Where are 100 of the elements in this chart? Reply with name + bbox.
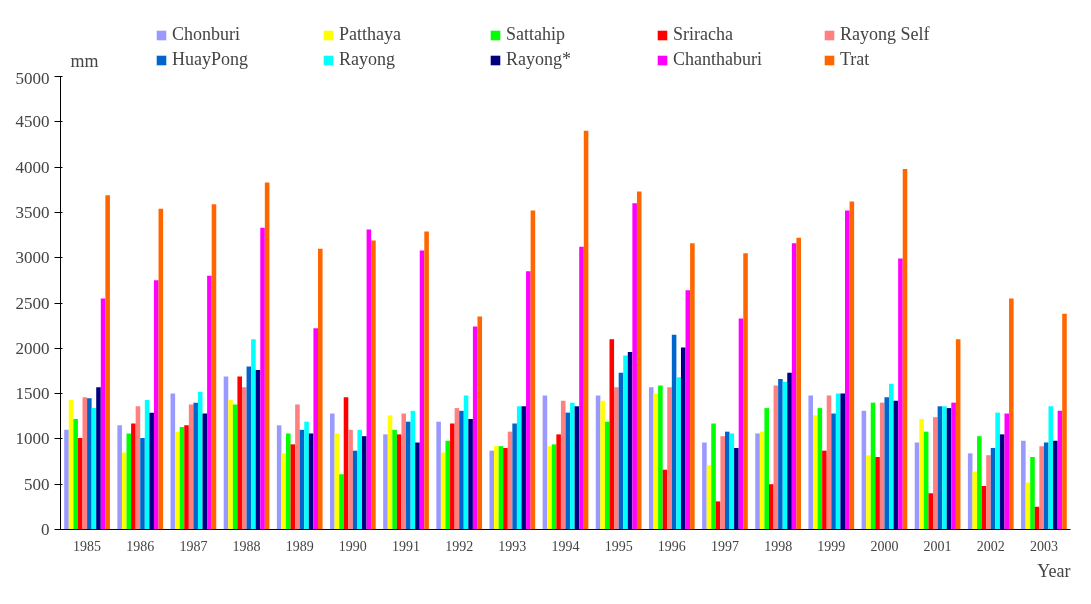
bar xyxy=(1030,457,1035,530)
y-tick-label: 5000 xyxy=(15,68,50,88)
bar xyxy=(636,191,642,530)
bar xyxy=(73,418,78,530)
bar xyxy=(813,415,818,530)
y-tick-label: 500 xyxy=(24,474,50,494)
bar xyxy=(680,347,686,530)
bar xyxy=(928,493,934,530)
x-tick-label: 1992 xyxy=(445,538,474,554)
bar xyxy=(207,275,212,530)
bar xyxy=(392,429,397,530)
y-tick-label: 4000 xyxy=(15,157,50,177)
bar xyxy=(318,248,323,530)
bar xyxy=(951,402,956,530)
bar xyxy=(972,471,978,530)
bar xyxy=(197,391,203,530)
bar xyxy=(632,203,637,530)
bar xyxy=(720,436,725,530)
bar xyxy=(295,404,300,530)
x-tick-label: 2001 xyxy=(923,538,952,554)
bar xyxy=(260,227,265,530)
bar xyxy=(1004,413,1010,530)
bar xyxy=(362,436,367,530)
bar xyxy=(383,434,388,530)
bar xyxy=(77,437,83,530)
x-tick-label: 1996 xyxy=(657,538,686,554)
y-tick-label: 1500 xyxy=(15,384,50,404)
x-tick-label: 2003 xyxy=(1029,538,1058,554)
bar xyxy=(995,412,1000,530)
bar xyxy=(658,385,663,530)
bar xyxy=(330,413,335,530)
legend-label: Chonburi xyxy=(172,24,241,45)
x-tick-label: 1985 xyxy=(73,538,102,554)
bar xyxy=(450,423,455,530)
y-tick-label: 3500 xyxy=(15,202,50,222)
x-tick-label: 1990 xyxy=(338,538,367,554)
bar xyxy=(149,412,154,530)
x-tick-label: 1988 xyxy=(232,538,261,554)
bar xyxy=(898,258,903,530)
bar xyxy=(406,421,411,530)
bar xyxy=(831,413,836,530)
bar xyxy=(526,271,531,530)
bar xyxy=(1053,440,1058,530)
bar xyxy=(503,447,508,530)
bar xyxy=(313,328,318,530)
bar xyxy=(764,408,769,530)
bar xyxy=(623,355,628,530)
bar xyxy=(614,387,619,530)
bar xyxy=(193,402,198,530)
bar xyxy=(676,377,681,530)
bar xyxy=(977,436,982,530)
bar xyxy=(1039,446,1044,530)
bar xyxy=(933,417,938,530)
x-tick-label: 1999 xyxy=(817,538,846,554)
y-tick-label: 2500 xyxy=(15,293,50,313)
legend-label: HuayPong xyxy=(172,49,249,70)
bar xyxy=(579,246,584,530)
bar xyxy=(348,429,353,530)
legend-label: Patthaya xyxy=(339,24,402,45)
bar xyxy=(153,280,159,530)
bar xyxy=(600,400,605,530)
bar xyxy=(919,418,924,530)
bar xyxy=(1009,298,1014,530)
bar xyxy=(459,410,464,530)
bar xyxy=(768,484,774,530)
bar xyxy=(512,423,517,530)
bar xyxy=(734,447,739,530)
bar xyxy=(711,423,716,530)
bar xyxy=(96,387,101,530)
bar xyxy=(755,433,760,530)
bar xyxy=(371,240,376,530)
bar xyxy=(942,406,947,530)
legend-label: Sriracha xyxy=(673,24,734,45)
y-tick-label: 4500 xyxy=(15,112,50,132)
bar xyxy=(556,434,561,530)
bar xyxy=(570,402,575,530)
x-tick-label: 2002 xyxy=(976,538,1005,554)
bar xyxy=(866,455,871,530)
bar xyxy=(604,421,610,530)
x-tick-label: 1995 xyxy=(604,538,633,554)
bar xyxy=(875,457,880,530)
bar xyxy=(241,387,247,530)
bar xyxy=(690,243,695,530)
bar xyxy=(822,450,827,530)
bar xyxy=(560,400,566,530)
legend-label: Sattahip xyxy=(506,24,566,45)
bar xyxy=(808,395,813,530)
bar xyxy=(796,237,801,530)
bar xyxy=(840,393,845,530)
bar xyxy=(251,339,256,530)
bar xyxy=(184,425,189,530)
bar xyxy=(339,474,344,530)
bar xyxy=(121,452,127,530)
bar xyxy=(140,437,145,530)
x-tick-label: 1987 xyxy=(179,538,208,554)
bar xyxy=(436,421,441,530)
y-axis-title: mm xyxy=(70,50,99,71)
bar xyxy=(468,418,473,530)
x-tick-label: 1998 xyxy=(764,538,793,554)
bar xyxy=(787,372,792,530)
